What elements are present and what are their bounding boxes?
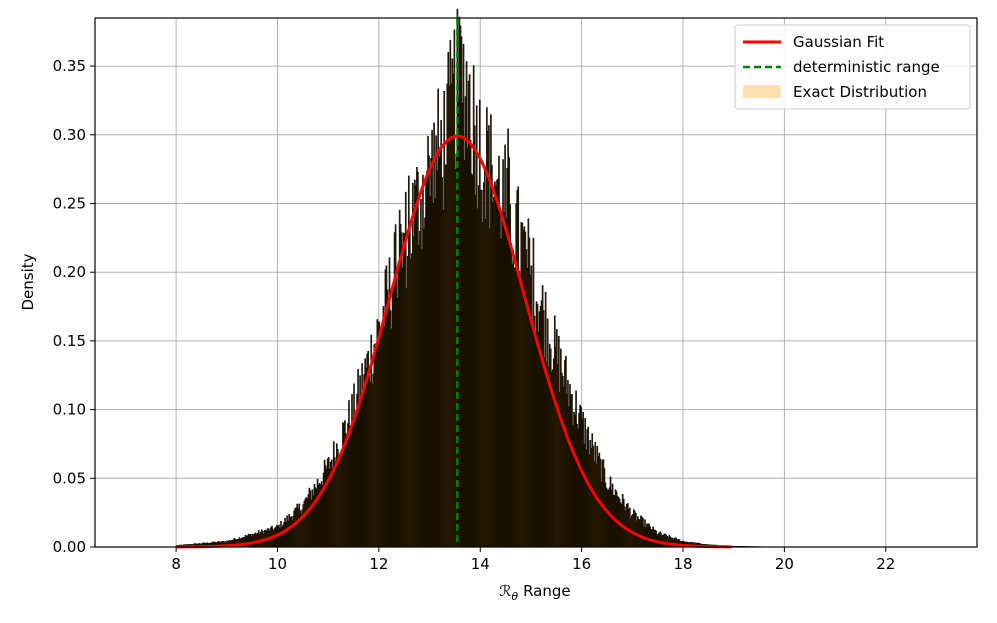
x-tick-label: 16 [572,555,591,573]
y-tick-label: 0.30 [53,126,86,144]
y-axis-ticks: 0.00 0.05 0.10 0.15 0.20 0.25 0.30 0.35 [53,57,95,556]
x-tick-label: 14 [471,555,490,573]
legend: Gaussian Fit deterministic range Exact D… [734,24,971,110]
y-tick-label: 0.35 [53,57,86,75]
legend-box [734,24,971,110]
y-axis-label: Density [19,253,37,310]
x-axis-label-subscript: θ [511,590,518,603]
x-tick-label: 18 [673,555,692,573]
x-axis-ticks: 8 10 12 14 16 18 20 22 [171,547,895,573]
y-tick-label: 0.15 [53,332,86,350]
x-tick-label: 12 [369,555,388,573]
x-axis-label-symbol: ℛ [499,582,511,600]
x-tick-label: 20 [775,555,794,573]
legend-swatch-exact-distribution [743,85,781,98]
legend-label-exact-distribution: Exact Distribution [793,83,927,101]
x-tick-label: 8 [171,555,181,573]
x-axis-label: ℛθ Range [499,582,570,603]
legend-label-deterministic-range: deterministic range [793,58,940,76]
y-tick-label: 0.00 [53,538,86,556]
x-tick-label: 10 [268,555,287,573]
x-axis-label-text: Range [523,582,571,600]
plot-frame [94,17,978,548]
y-tick-label: 0.10 [53,401,86,419]
y-tick-label: 0.25 [53,194,86,212]
y-tick-label: 0.20 [53,263,86,281]
x-tick-label: 22 [876,555,895,573]
y-tick-label: 0.05 [53,469,86,487]
legend-label-gaussian-fit: Gaussian Fit [793,33,884,51]
gaussian-fit-line [176,134,732,549]
